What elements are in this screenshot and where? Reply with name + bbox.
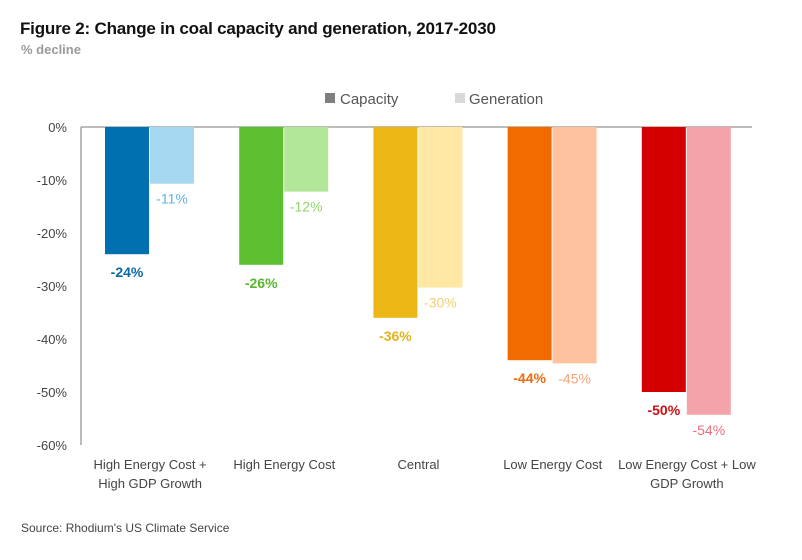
x-category-label: High Energy Cost +	[94, 457, 207, 472]
data-labels: -24% -11% -26% -12% -36% -30% -44% -45% -50% -54%	[111, 191, 725, 438]
data-label-capacity: -50%	[647, 402, 680, 418]
data-label-capacity: -36%	[379, 328, 412, 344]
x-category-label: Central	[398, 457, 440, 472]
y-tick-label: -10%	[37, 173, 68, 188]
legend-swatch-generation	[455, 93, 465, 103]
x-category-label: Low Energy Cost + Low	[618, 457, 756, 472]
y-tick-label: 0%	[48, 120, 67, 135]
data-label-generation: -54%	[692, 422, 725, 438]
source-note: Source: Rhodium's US Climate Service	[21, 521, 230, 535]
bar-generation	[150, 127, 194, 184]
data-label-generation: -11%	[156, 191, 188, 207]
x-category-label: High Energy Cost	[233, 457, 335, 472]
data-label-generation: -12%	[290, 199, 323, 215]
bar-generation	[552, 127, 597, 364]
x-category-label: Low Energy Cost	[503, 457, 602, 472]
data-label-capacity: -26%	[245, 275, 278, 291]
bar-generation	[686, 127, 731, 415]
bars	[105, 127, 731, 415]
y-tick-label: -20%	[37, 226, 68, 241]
y-tick-label: -30%	[37, 279, 68, 294]
legend: Capacity Generation	[325, 91, 543, 108]
bar-generation	[284, 127, 329, 192]
bar-capacity	[373, 127, 418, 318]
chart-subtitle: % decline	[21, 42, 81, 57]
bar-capacity	[641, 127, 686, 392]
x-category-label: High GDP Growth	[98, 476, 202, 491]
x-category-label: GDP Growth	[650, 476, 723, 491]
chart-title: Figure 2: Change in coal capacity and ge…	[20, 19, 496, 38]
legend-label-capacity: Capacity	[340, 91, 399, 108]
legend-swatch-capacity	[325, 93, 335, 103]
data-label-generation: -30%	[424, 295, 457, 311]
y-tick-label: -40%	[37, 332, 68, 347]
data-label-capacity: -24%	[111, 264, 144, 280]
bar-capacity	[239, 127, 284, 265]
legend-label-generation: Generation	[469, 91, 543, 108]
bar-generation	[418, 127, 463, 288]
data-label-generation: -45%	[558, 370, 591, 386]
y-tick-label: -60%	[37, 438, 68, 453]
data-label-capacity: -44%	[513, 370, 546, 386]
x-axis: High Energy Cost + High GDP Growth High En…	[94, 457, 757, 491]
bar-capacity	[507, 127, 552, 361]
bar-capacity	[105, 127, 149, 255]
y-tick-label: -50%	[37, 385, 68, 400]
